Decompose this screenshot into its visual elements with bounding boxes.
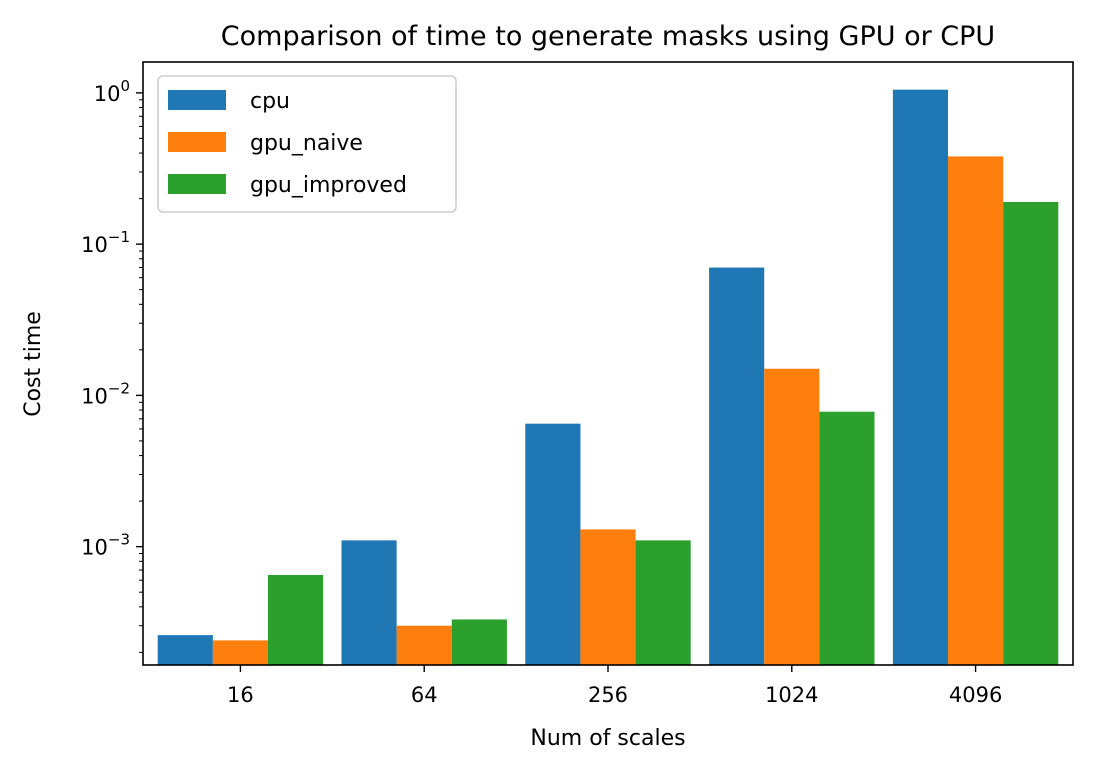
chart-title: Comparison of time to generate masks usi… (221, 21, 995, 52)
bar-gpu_naive-4096 (948, 156, 1004, 666)
bar-gpu_improved-1024 (819, 411, 875, 665)
legend: cpu gpu_naive gpu_improved (157, 75, 457, 213)
bar-cpu-4096 (892, 89, 949, 665)
bar-gpu_naive-64 (396, 625, 452, 665)
legend-box (157, 75, 457, 213)
bar-gpu_naive-256 (580, 529, 636, 665)
x-axis-label: Num of scales (530, 726, 685, 751)
legend-label-gpu_improved: gpu_improved (250, 173, 407, 198)
y-tick-label-−3: 10−3 (81, 531, 130, 560)
x-tick-label-16: 16 (227, 683, 254, 707)
x-axis: 16 64 256 1024 4096 (227, 665, 1002, 707)
bar-cpu-1024 (709, 267, 765, 665)
bar-gpu_naive-16 (212, 640, 268, 665)
x-tick-label-64: 64 (411, 683, 438, 707)
y-axis-label: Cost time (21, 311, 46, 417)
bar-cpu-256 (525, 423, 581, 665)
bar-cpu-64 (341, 540, 397, 665)
legend-label-cpu: cpu (250, 89, 290, 114)
y-tick-label-−1: 10−1 (81, 228, 130, 257)
bar-gpu_improved-4096 (1003, 201, 1059, 665)
y-tick-label-0: 100 (94, 77, 130, 106)
legend-label-gpu_naive: gpu_naive (250, 131, 363, 156)
legend-swatch-gpu_improved (168, 174, 226, 194)
bar-gpu_improved-64 (451, 619, 507, 665)
legend-swatch-gpu_naive (168, 132, 226, 152)
y-axis: 10−3 10−2 10−1 100 (81, 77, 143, 653)
x-tick-label-4096: 4096 (949, 683, 1002, 707)
x-tick-label-256: 256 (588, 683, 628, 707)
bar-gpu_naive-1024 (764, 368, 820, 665)
x-tick-label-1024: 1024 (765, 683, 818, 707)
bar-gpu_improved-256 (635, 540, 691, 665)
bar-cpu-16 (157, 635, 213, 665)
bar-gpu_improved-16 (267, 574, 324, 665)
legend-swatch-cpu (168, 90, 226, 110)
y-tick-label-−2: 10−2 (81, 379, 130, 408)
plot-area (157, 89, 1059, 666)
